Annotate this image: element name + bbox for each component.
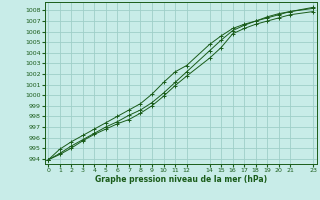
X-axis label: Graphe pression niveau de la mer (hPa): Graphe pression niveau de la mer (hPa) xyxy=(95,175,267,184)
